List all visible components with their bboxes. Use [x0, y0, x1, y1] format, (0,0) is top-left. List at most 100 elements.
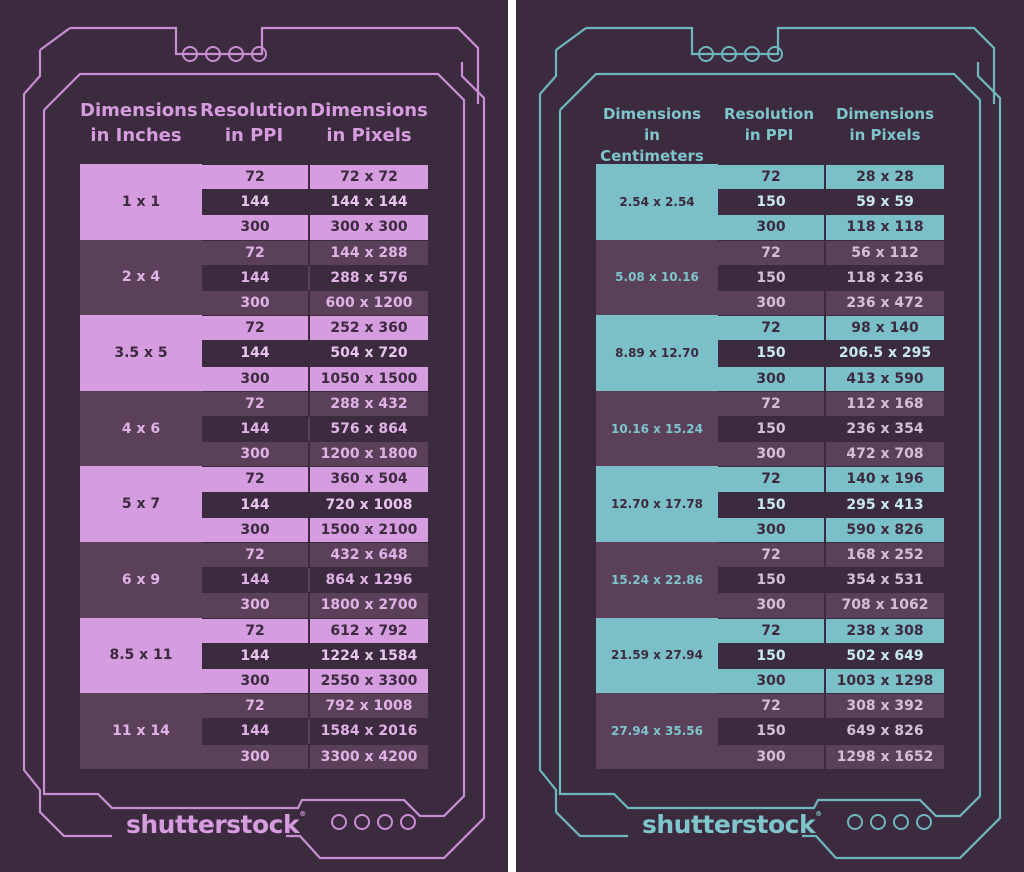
size-group: 10.16 x 15.24 72 112 x 168 150 236 x 354 300 4… [596, 390, 944, 467]
table-row: 72 252 x 360 [202, 315, 428, 341]
table-row: 144 576 x 864 [202, 415, 428, 442]
dimension-cell: 1 x 1 [80, 164, 202, 240]
table-row: 150 295 x 413 [718, 491, 944, 517]
table-row: 300 1298 x 1652 [718, 743, 944, 769]
table-row: 72 72 x 72 [202, 164, 428, 190]
size-group: 8.89 x 12.70 72 98 x 140 150 206.5 x 295 300 4… [596, 315, 944, 391]
size-group: 3.5 x 5 72 252 x 360 144 504 x 720 300 1050 x … [80, 315, 428, 391]
ppi-cell: 144 [202, 416, 310, 442]
ppi-cell: 144 [202, 190, 310, 215]
ppi-cell: 150 [718, 416, 826, 442]
table-row: 150 649 x 826 [718, 718, 944, 744]
table-row: 300 1800 x 2700 [202, 592, 428, 618]
dot-icon [870, 814, 886, 830]
shutterstock-logo: shutterstock® [642, 810, 822, 839]
ppi-cell: 300 [718, 442, 826, 467]
ppi-cell: 72 [202, 467, 310, 492]
pixels-cell: 792 x 1008 [325, 698, 413, 715]
pixels-cell: 1800 x 2700 [320, 597, 418, 614]
table-row: 300 1003 x 1298 [718, 667, 944, 694]
table-row: 150 118 x 236 [718, 264, 944, 290]
pixels-cell: 236 x 354 [846, 421, 924, 438]
dimension-cell: 11 x 14 [80, 693, 202, 769]
ppi-cell: 72 [202, 240, 310, 265]
table-row: 300 118 x 118 [718, 214, 944, 240]
pixels-cell: 144 x 288 [330, 244, 408, 261]
ppi-cell: 72 [202, 165, 310, 190]
ppi-cell: 300 [718, 366, 826, 391]
pixels-cell: 56 x 112 [851, 244, 919, 261]
pixels-cell: 708 x 1062 [841, 597, 929, 614]
ppi-cell: 150 [718, 190, 826, 215]
pixels-cell: 252 x 360 [330, 320, 408, 337]
ppi-cell: 300 [718, 215, 826, 240]
dot-icon [377, 814, 393, 830]
ppi-cell: 72 [718, 618, 826, 643]
size-group: 5.08 x 10.16 72 56 x 112 150 118 x 236 300 236… [596, 239, 944, 316]
dot-icon [251, 46, 267, 62]
table-row: 72 140 x 196 [718, 466, 944, 492]
dimension-cell: 10.16 x 15.24 [596, 390, 718, 467]
table-row: 72 28 x 28 [718, 164, 944, 190]
pixels-cell: 590 x 826 [846, 521, 924, 538]
dot-icon [182, 46, 198, 62]
header-dimensions-pixels: Dimensions in Pixels [835, 105, 935, 144]
ppi-cell: 72 [718, 391, 826, 416]
table-row: 72 308 x 392 [718, 693, 944, 719]
pixels-cell: 308 x 392 [846, 698, 924, 715]
pixels-cell: 72 x 72 [340, 169, 398, 186]
table-row: 150 236 x 354 [718, 415, 944, 442]
ppi-cell: 300 [202, 517, 310, 542]
table-row: 144 720 x 1008 [202, 491, 428, 517]
size-group: 11 x 14 72 792 x 1008 144 1584 x 2016 300 3300… [80, 693, 428, 769]
size-group: 2 x 4 72 144 x 288 144 288 x 576 300 600 x 120… [80, 239, 428, 316]
ppi-cell: 150 [718, 265, 826, 290]
decorative-frame [538, 26, 1002, 860]
size-group: 21.59 x 27.94 72 238 x 308 150 502 x 649 300 1… [596, 617, 944, 694]
table-row: 72 238 x 308 [718, 617, 944, 643]
table-row: 300 3300 x 4200 [202, 743, 428, 769]
table-row: 144 1584 x 2016 [202, 718, 428, 744]
table-row: 300 590 x 826 [718, 516, 944, 542]
header-dimensions-centimeters: Dimensions in Centimeters [600, 105, 704, 165]
ppi-cell: 300 [202, 593, 310, 618]
table-row: 72 98 x 140 [718, 315, 944, 341]
size-group: 12.70 x 17.78 72 140 x 196 150 295 x 413 300 5… [596, 466, 944, 542]
pixels-cell: 140 x 196 [846, 471, 924, 488]
table-row: 72 360 x 504 [202, 466, 428, 492]
header-dimensions-inches: Dimensions in Inches [80, 100, 198, 146]
dimension-cell: 27.94 x 35.56 [596, 693, 718, 769]
table-row: 72 168 x 252 [718, 541, 944, 568]
table-row: 144 504 x 720 [202, 340, 428, 366]
size-group: 8.5 x 11 72 612 x 792 144 1224 x 1584 300 2550… [80, 617, 428, 694]
table-row: 72 432 x 648 [202, 541, 428, 568]
pixels-cell: 112 x 168 [846, 395, 924, 412]
dot-icon [744, 46, 760, 62]
dot-icon [354, 814, 370, 830]
dot-icon [205, 46, 221, 62]
dot-icon [698, 46, 714, 62]
ppi-cell: 300 [718, 517, 826, 542]
pixels-cell: 720 x 1008 [325, 496, 413, 513]
dot-icon [916, 814, 932, 830]
centimeters-table: 2.54 x 2.54 72 28 x 28 150 59 x 59 300 118 x 1… [596, 164, 944, 769]
dimension-cell: 8.5 x 11 [80, 617, 202, 694]
size-group: 15.24 x 22.86 72 168 x 252 150 354 x 531 300 7… [596, 541, 944, 618]
table-row: 300 2550 x 3300 [202, 667, 428, 694]
size-group: 2.54 x 2.54 72 28 x 28 150 59 x 59 300 118 x 1… [596, 164, 944, 240]
table-row: 72 144 x 288 [202, 239, 428, 265]
centimeters-panel: Dimensions in Centimeters Resolution in PP… [516, 0, 1024, 872]
ppi-cell: 72 [718, 467, 826, 492]
pixels-cell: 236 x 472 [846, 295, 924, 312]
pixels-cell: 288 x 432 [330, 395, 408, 412]
ppi-cell: 144 [202, 643, 310, 668]
dimension-cell: 5.08 x 10.16 [596, 239, 718, 316]
ppi-cell: 150 [718, 568, 826, 593]
table-row: 300 300 x 300 [202, 214, 428, 240]
dimension-cell: 21.59 x 27.94 [596, 617, 718, 694]
pixels-cell: 612 x 792 [330, 622, 408, 639]
ppi-cell: 72 [202, 694, 310, 719]
ppi-cell: 144 [202, 719, 310, 744]
ppi-cell: 72 [202, 542, 310, 568]
dot-icon [767, 46, 783, 62]
